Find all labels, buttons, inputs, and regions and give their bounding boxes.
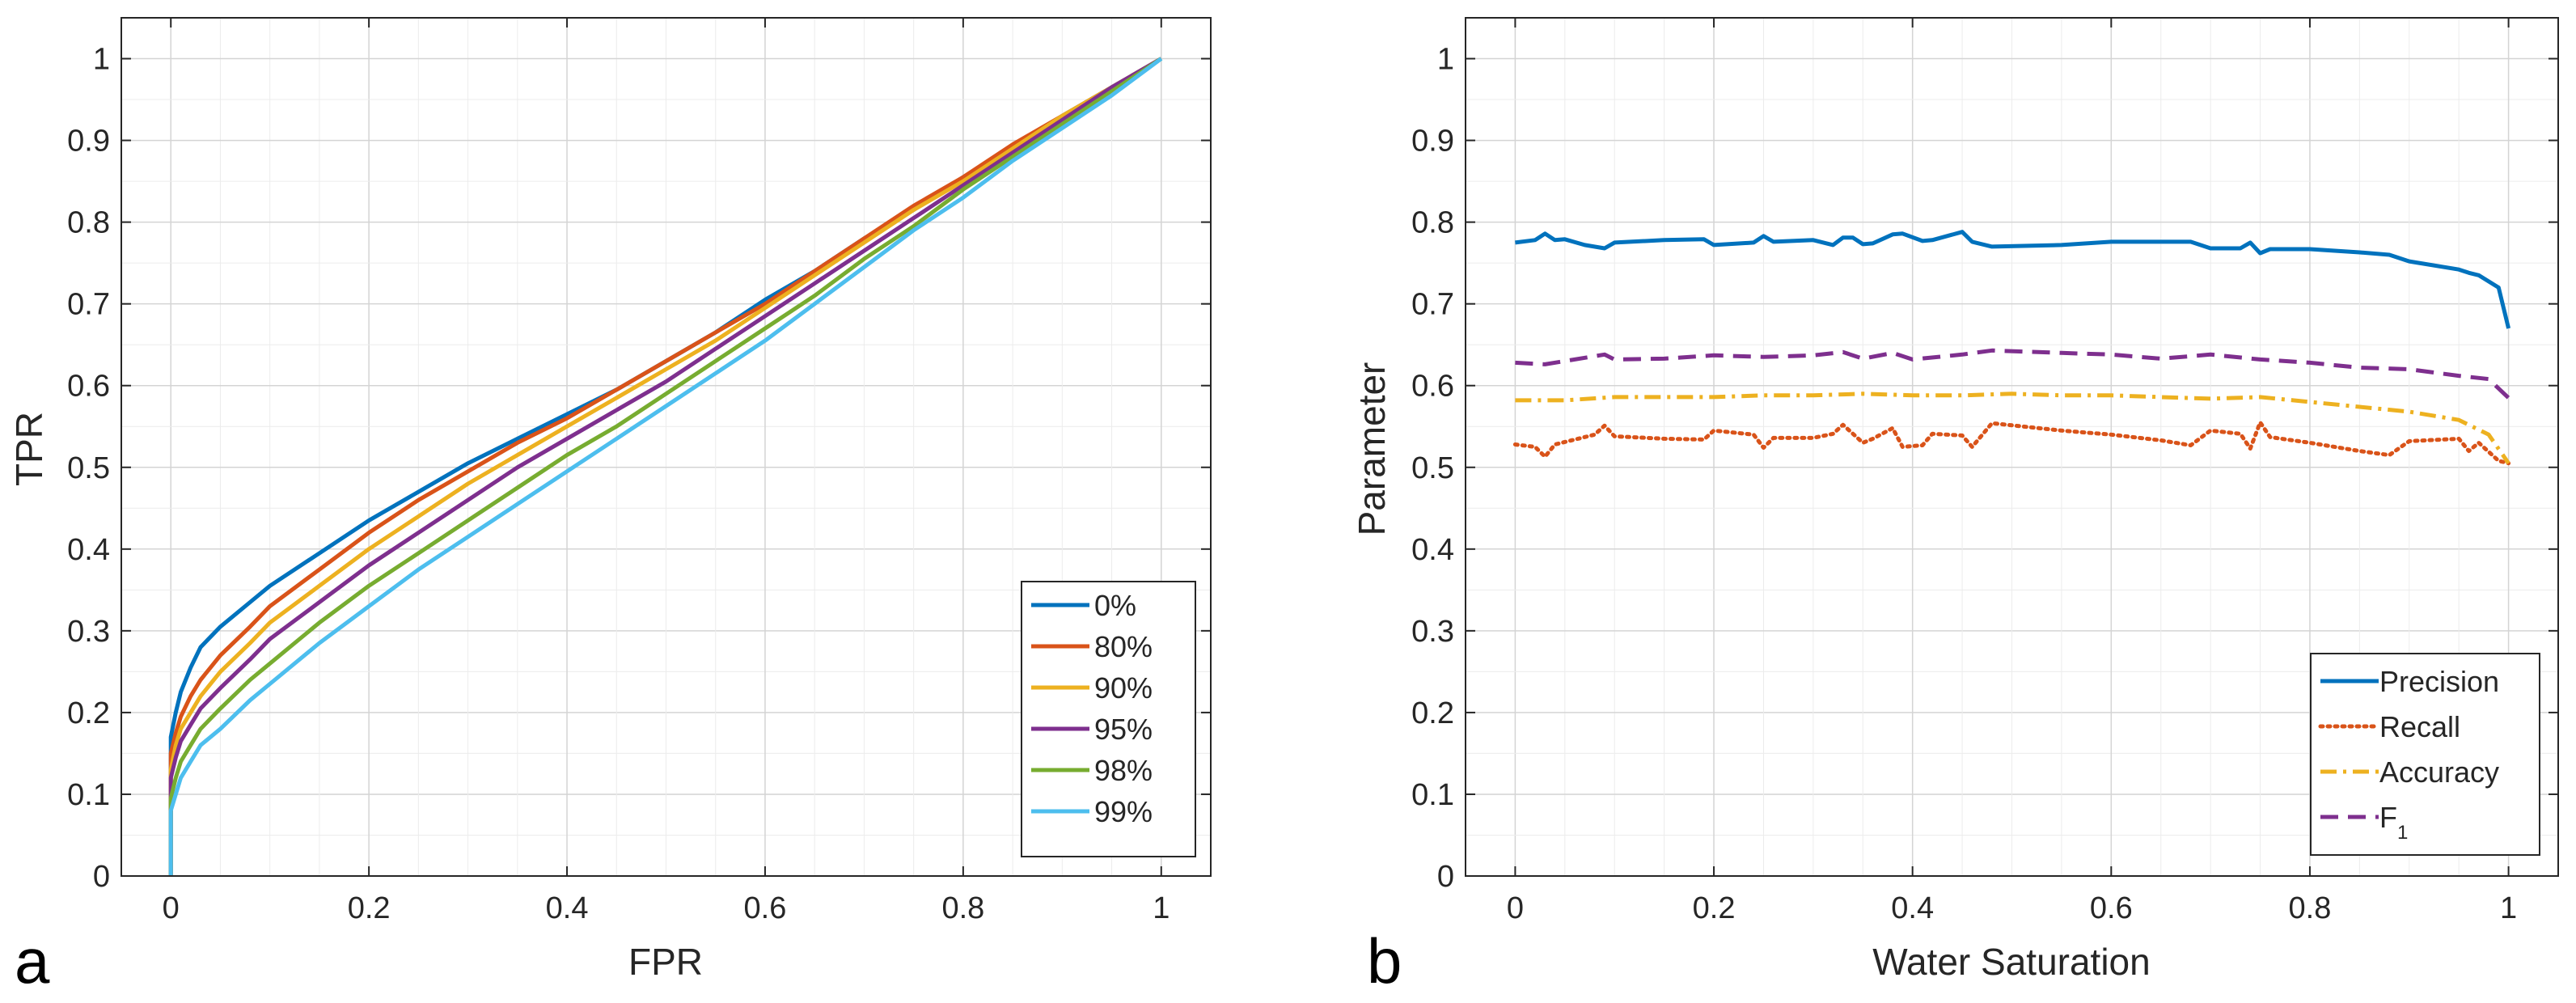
- panel-b-ticks: 0 0.2 0.4 0.6 0.8 1 0 0.1 0.2 0.3 0.4 0.5 0.6 0.7 0.8 0…: [1411, 18, 2558, 925]
- panel-a-ytick-label: 0: [93, 860, 110, 894]
- panel-a-ytick-label: 0.5: [67, 451, 110, 485]
- panel-b-xtick-label: 0: [1507, 891, 1524, 925]
- panel-a-ticks: 0 0.2 0.4 0.6 0.8 1 0 0.1 0.2 0.3 0.4 0.5 0.6 0.7 0.8 0…: [67, 18, 1211, 925]
- panel-a-legend-label: 98%: [1094, 754, 1153, 787]
- panel-b-ytick-label: 1: [1437, 43, 1454, 77]
- panel-a-letter: a: [15, 925, 50, 997]
- panel-a-series-80-: [168, 57, 1163, 876]
- panel-b-ytick-label: 0: [1437, 860, 1454, 894]
- panel-a-ytick-label: 0.6: [67, 370, 110, 404]
- panel-a-legend-label: 99%: [1094, 795, 1153, 828]
- panel-a-series-99-: [168, 57, 1163, 876]
- panel-b-ytick-label: 0.4: [1411, 533, 1454, 567]
- panel-a-legend: 0% 80% 90% 95% 98% 99%: [1021, 581, 1196, 857]
- panel-b-series: [1512, 230, 2511, 466]
- panel-a-legend-label: 90%: [1094, 671, 1153, 705]
- panel-b-legend-label: Accuracy: [2379, 755, 2499, 789]
- panel-a-ytick-label: 0.1: [67, 778, 110, 812]
- panel-b-ytick-label: 0.2: [1411, 696, 1454, 730]
- panel-a-xtick-label: 0.2: [348, 891, 391, 925]
- panel-b-chart: 0 0.2 0.4 0.6 0.8 1 0 0.1 0.2 0.3 0.4 0.5 0.6 0.7 0.8 0…: [1351, 17, 2559, 997]
- panel-a-legend-label: 95%: [1094, 713, 1153, 746]
- panel-a-ytick-label: 0.8: [67, 206, 110, 240]
- panel-a-legend-label: 0%: [1094, 589, 1136, 622]
- panel-b-ytick-label: 0.1: [1411, 778, 1454, 812]
- panel-a-series-90-: [168, 57, 1163, 876]
- panel-b-xtick-label: 0.8: [2289, 891, 2332, 925]
- panel-b-series-accuracy: [1515, 391, 2510, 465]
- panel-b-legend-box: [2310, 653, 2540, 856]
- panel-b-letter: b: [1367, 925, 1402, 997]
- panel-b-ytick-label: 0.6: [1411, 370, 1454, 404]
- panel-b-ytick-label: 0.9: [1411, 125, 1454, 159]
- panel-a-ylabel: TPR: [8, 412, 50, 486]
- panel-b-xtick-label: 0.4: [1891, 891, 1934, 925]
- panel-b-legend: Precision Recall Accuracy F1: [2310, 653, 2540, 856]
- panel-a-xtick-label: 1: [1153, 891, 1170, 925]
- panel-b-legend-label: Recall: [2379, 710, 2460, 743]
- panel-a-ytick-label: 0.9: [67, 125, 110, 159]
- panel-b-grid: [1466, 18, 2558, 877]
- panel-a-xtick-label: 0.4: [546, 891, 589, 925]
- panel-a-series-98-: [168, 57, 1163, 876]
- panel-a-ytick-label: 0.3: [67, 615, 110, 649]
- panel-b-series-precision: [1515, 230, 2511, 329]
- panel-a-ytick-label: 0.2: [67, 696, 110, 730]
- panel-b-axes-box: [1465, 17, 2559, 877]
- panel-a-xtick-label: 0.8: [941, 891, 984, 925]
- panel-b-xtick-label: 0.2: [1693, 891, 1736, 925]
- panel-b-legend-label: Precision: [2379, 665, 2499, 698]
- panel-a-ytick-label: 0.7: [67, 288, 110, 322]
- panel-b-ytick-label: 0.3: [1411, 615, 1454, 649]
- panel-a-xlabel: FPR: [628, 941, 703, 983]
- panel-a-chart: 0 0.2 0.4 0.6 0.8 1 0 0.1 0.2 0.3 0.4 0.5 0.6 0.7 0.8 0…: [8, 17, 1212, 997]
- panel-b-ytick-label: 0.8: [1411, 206, 1454, 240]
- panel-a-ytick-label: 0.4: [67, 533, 110, 567]
- panel-b-ytick-label: 0.7: [1411, 288, 1454, 322]
- panel-a-series-95-: [168, 57, 1163, 876]
- panel-a-legend-label: 80%: [1094, 630, 1153, 663]
- panel-b-xlabel: Water Saturation: [1872, 941, 2150, 983]
- panel-b-ylabel: Parameter: [1351, 362, 1393, 536]
- panel-b-xtick-label: 0.6: [2090, 891, 2133, 925]
- panel-a-ytick-label: 1: [93, 43, 110, 77]
- panel-b-legend-label: F1: [2379, 801, 2408, 844]
- panel-a-xtick-label: 0.6: [744, 891, 787, 925]
- panel-b-series-recall: [1512, 420, 2511, 466]
- panel-b-ytick-label: 0.5: [1411, 451, 1454, 485]
- panel-b-series-f1: [1515, 348, 2510, 400]
- panel-a-axes-box: [121, 17, 1212, 877]
- panel-b-xtick-label: 1: [2500, 891, 2517, 925]
- panel-a-series: [168, 57, 1163, 876]
- panel-a-xtick-label: 0: [163, 891, 180, 925]
